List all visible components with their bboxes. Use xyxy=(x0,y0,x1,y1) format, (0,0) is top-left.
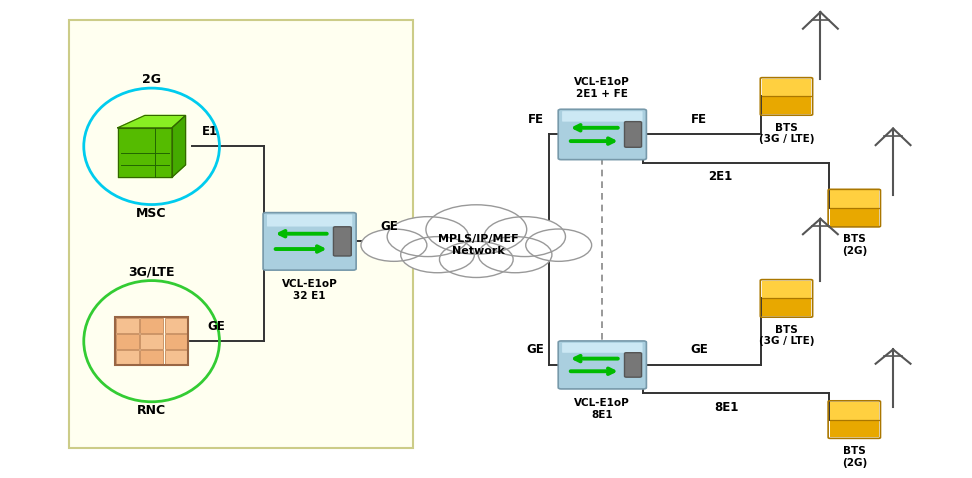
FancyBboxPatch shape xyxy=(141,349,162,364)
Text: VCL-E1oP
8E1: VCL-E1oP 8E1 xyxy=(574,398,630,420)
FancyBboxPatch shape xyxy=(830,402,879,420)
Text: 2E1: 2E1 xyxy=(709,170,733,183)
Text: VCL-E1oP
32 E1: VCL-E1oP 32 E1 xyxy=(282,279,337,301)
Text: GE: GE xyxy=(380,220,398,233)
Circle shape xyxy=(478,237,552,273)
Circle shape xyxy=(526,229,592,261)
FancyBboxPatch shape xyxy=(558,341,646,389)
Circle shape xyxy=(426,205,527,254)
FancyBboxPatch shape xyxy=(830,190,879,208)
Text: 8E1: 8E1 xyxy=(714,401,739,413)
Text: GE: GE xyxy=(208,320,226,333)
FancyBboxPatch shape xyxy=(117,349,139,364)
FancyBboxPatch shape xyxy=(164,334,187,348)
Polygon shape xyxy=(118,116,186,128)
Text: BTS
(3G / LTE): BTS (3G / LTE) xyxy=(759,123,815,144)
Text: RNC: RNC xyxy=(137,404,166,417)
FancyBboxPatch shape xyxy=(141,318,162,333)
Text: E1: E1 xyxy=(202,125,218,138)
Text: GE: GE xyxy=(527,343,544,357)
FancyBboxPatch shape xyxy=(164,318,187,333)
FancyBboxPatch shape xyxy=(333,227,351,256)
Circle shape xyxy=(484,217,566,257)
FancyBboxPatch shape xyxy=(762,97,811,114)
FancyBboxPatch shape xyxy=(141,334,162,348)
FancyBboxPatch shape xyxy=(762,78,811,97)
FancyBboxPatch shape xyxy=(69,21,413,448)
Text: BTS
(3G / LTE): BTS (3G / LTE) xyxy=(759,325,815,347)
Text: FE: FE xyxy=(528,113,544,126)
FancyBboxPatch shape xyxy=(562,111,642,121)
FancyBboxPatch shape xyxy=(164,349,187,364)
Circle shape xyxy=(400,237,474,273)
FancyBboxPatch shape xyxy=(624,353,642,377)
Polygon shape xyxy=(172,116,186,177)
FancyBboxPatch shape xyxy=(263,213,356,270)
Circle shape xyxy=(361,229,427,261)
Text: MPLS/IP/MEF
Network: MPLS/IP/MEF Network xyxy=(438,234,518,256)
FancyBboxPatch shape xyxy=(830,208,879,226)
Text: 3G/LTE: 3G/LTE xyxy=(128,265,175,278)
Text: FE: FE xyxy=(691,113,708,126)
Circle shape xyxy=(439,241,513,278)
FancyBboxPatch shape xyxy=(117,334,139,348)
FancyBboxPatch shape xyxy=(762,281,811,298)
Text: 2G: 2G xyxy=(142,73,161,86)
Text: GE: GE xyxy=(690,343,709,357)
FancyBboxPatch shape xyxy=(562,343,642,353)
FancyBboxPatch shape xyxy=(830,420,879,437)
FancyBboxPatch shape xyxy=(762,298,811,316)
FancyBboxPatch shape xyxy=(624,121,642,147)
Polygon shape xyxy=(118,128,172,177)
Text: MSC: MSC xyxy=(136,207,167,220)
Text: BTS
(2G): BTS (2G) xyxy=(842,446,867,467)
Text: VCL-E1oP
2E1 + FE: VCL-E1oP 2E1 + FE xyxy=(574,77,630,99)
Text: BTS
(2G): BTS (2G) xyxy=(842,235,867,256)
FancyBboxPatch shape xyxy=(117,318,139,333)
FancyBboxPatch shape xyxy=(267,215,352,227)
Circle shape xyxy=(387,217,469,257)
FancyBboxPatch shape xyxy=(558,109,646,160)
